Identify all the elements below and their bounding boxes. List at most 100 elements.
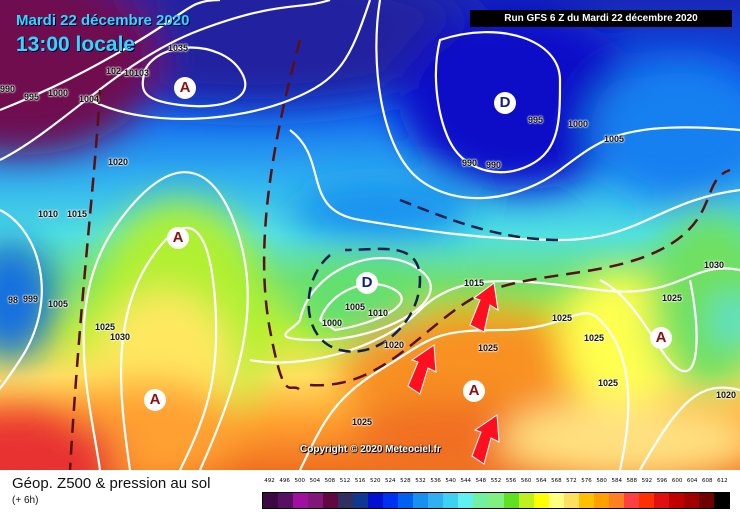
legend-swatch [533,493,549,508]
legend-swatch [473,493,489,508]
legend-swatch [638,493,654,508]
isobar-label: 1025 [552,313,573,323]
legend-swatch [653,493,669,508]
legend-swatch [413,493,429,508]
legend-swatch [683,493,699,508]
high-pressure-center: A [167,227,189,249]
legend-label: 572 [566,478,577,484]
legend-label: 596 [656,478,668,484]
high-pressure-center: A [650,327,672,349]
warm-advection-arrows [407,282,500,465]
copyright: Copyright © 2020 Meteociel.fr [300,444,441,455]
low-dash-lines [307,198,561,353]
isobar-label: 1015 [464,278,485,288]
isobar-label: 1025 [662,293,683,303]
isobar-label: 1010 [368,308,389,318]
high-pressure-center: A [144,389,166,411]
legend-label: 600 [671,478,683,484]
legend-swatch [518,493,534,508]
legend-swatch [608,493,624,508]
legend-label: 512 [339,478,351,484]
isobar-label: 1020 [384,340,405,350]
legend-label: 552 [490,478,502,484]
isobar-label: 102 [106,66,122,76]
legend-label: 576 [581,478,592,484]
legend-label: 504 [309,478,321,484]
legend-label: 580 [596,478,607,484]
trough-lines [68,39,731,470]
isobar-label: 990 [486,160,502,170]
legend-swatch [668,493,684,508]
legend-swatch [593,493,609,508]
isobar-label: 1025 [95,322,116,332]
isobar-label: 1020 [716,390,737,400]
forecast-date: Mardi 22 décembre 2020 [16,12,190,29]
isobar-label: 98 [8,295,19,305]
isobar-label: 1000 [48,88,69,98]
legend-label: 524 [385,478,396,484]
legend-swatch [383,493,399,508]
isobar-label: 1035 [168,43,189,53]
legend-label: 588 [626,478,638,484]
legend-swatch [323,493,339,508]
forecast-time: 13:00 locale [16,33,136,56]
legend-label: 560 [520,478,532,484]
legend-swatch [338,493,354,508]
legend-swatch [368,493,384,508]
legend-label: 548 [475,478,487,484]
arrow-icon [407,344,437,395]
legend-label: 536 [430,478,441,484]
isobar-label: 1000 [322,318,343,328]
low-pressure-center: D [356,272,378,294]
arrow-icon [469,282,499,333]
isobar-label: 1005 [345,302,366,312]
isobar-label: 1015 [67,209,88,219]
isobar-label: 1004 [79,94,100,104]
isobar-label: 1005 [604,134,625,144]
legend-labels: 492 496 500 504 508 512 516 520 524 528 532 536 540 5… [262,478,730,486]
isobar-label: 1025 [478,343,499,353]
legend-swatch [548,493,564,508]
legend-label: 564 [535,478,547,484]
isobar-label: 995 [528,115,544,125]
isobar-label: 1025 [352,417,373,427]
isobar-label: 990 [0,84,16,94]
isobar-label: 1020 [108,157,129,167]
map-canvas [0,0,740,470]
legend-bar [262,492,730,509]
isobar-label: 999 [23,294,39,304]
legend-swatch [713,493,729,508]
isobar-label: 1005 [48,299,69,309]
legend-label: 508 [324,478,336,484]
legend-swatch [428,493,444,508]
legend-label: 500 [294,478,305,484]
high-pressure-center: A [463,380,485,402]
weather-map: Mardi 22 décembre 2020 13:00 locale Run … [0,0,740,470]
isobar-label: 990 [462,158,478,168]
isobar-label: 1025 [598,378,619,388]
isobars [0,0,740,470]
legend-swatch [458,493,474,508]
isobar-label: 1010 [38,209,59,219]
isobar-label: 10103 [124,68,150,78]
high-pressure-center: A [174,77,196,99]
isobar-label: 995 [24,92,40,102]
legend-swatch [698,493,714,508]
legend-swatch [263,493,279,508]
model-run-banner: Run GFS 6 Z du Mardi 22 décembre 2020 [470,10,732,27]
legend-swatch [578,493,594,508]
legend-swatch [503,493,519,508]
legend-label: 612 [717,478,728,484]
legend-swatch [623,493,639,508]
legend-label: 544 [460,478,472,484]
legend-label: 496 [279,478,290,484]
legend-label: 540 [445,478,456,484]
color-legend: 492 496 500 504 508 512 516 520 524 528 532 536 540 5… [262,478,730,509]
isobar-label: 1025 [584,333,605,343]
map-title: Géop. Z500 & pression au sol [12,475,211,492]
legend-label: 556 [505,478,517,484]
low-pressure-center: D [494,92,516,114]
legend-label: 516 [354,478,366,484]
legend-swatch [563,493,579,508]
legend-label: 520 [369,478,381,484]
